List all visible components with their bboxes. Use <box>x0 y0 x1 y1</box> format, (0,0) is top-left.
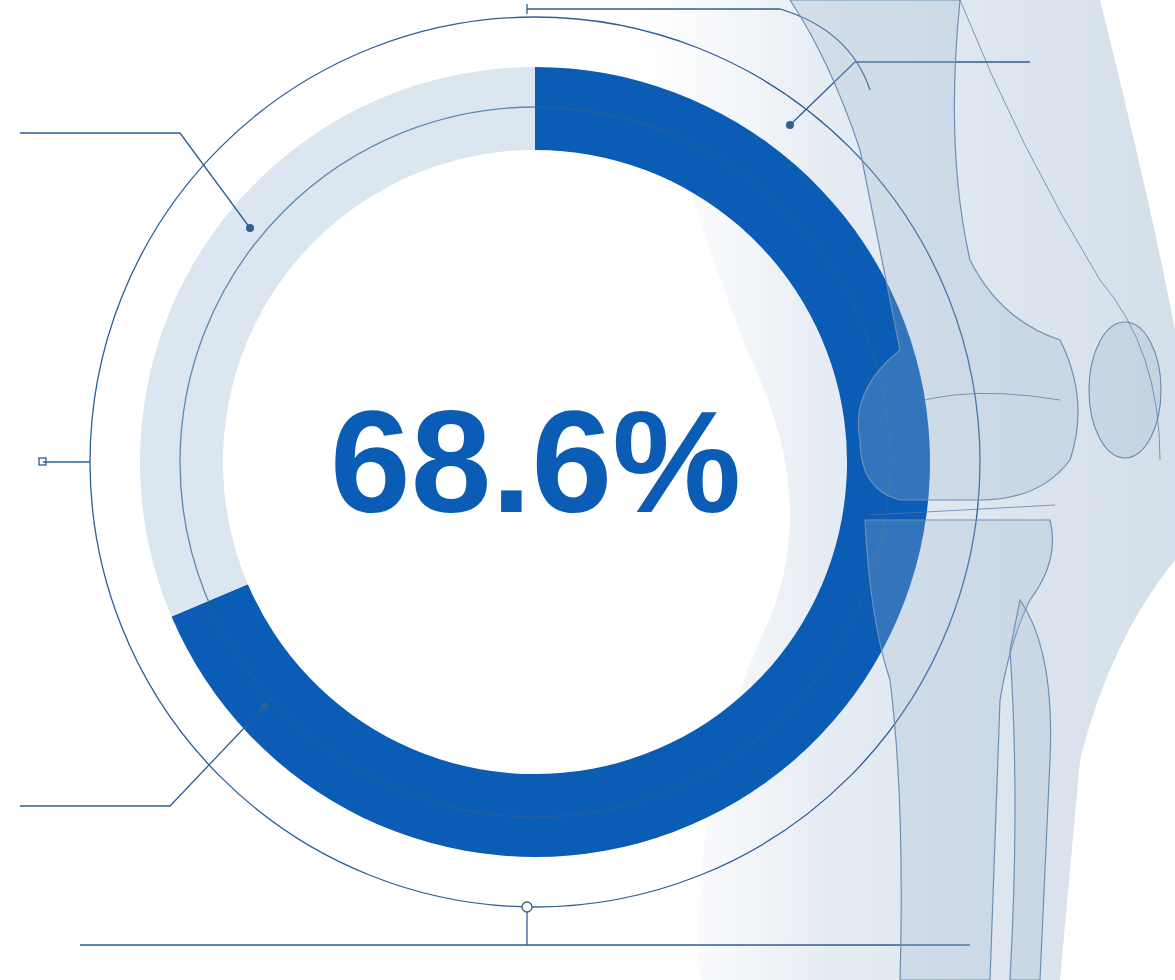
svg-text:68.6%: 68.6% <box>330 381 741 543</box>
